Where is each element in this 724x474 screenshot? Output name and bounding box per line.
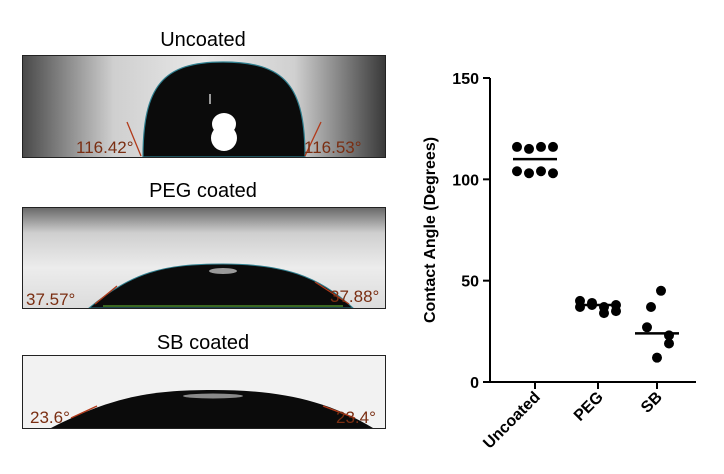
point-peg-6 [587,297,597,308]
point-uncoated-4 [548,141,558,152]
y-tick-label-150: 150 [452,71,479,88]
y-tick-label-50: 50 [461,274,479,291]
point-uncoated-3 [536,141,546,152]
panel-title-sb-coated: SB coated [156,332,250,354]
point-uncoated-6 [524,168,534,179]
point-sb-6 [652,352,662,363]
uncoated-left-angle: 116.42° [76,138,134,157]
point-uncoated-8 [548,168,558,179]
point-peg-7 [599,308,609,319]
panel-title-uncoated: Uncoated [160,29,246,51]
peg-left-angle: 37.57° [26,290,76,309]
uncoated-droplet-image [22,55,386,158]
peg-droplet-image [22,207,386,309]
point-uncoated-5 [512,166,522,177]
uncoated-right-angle: 116.53° [304,138,362,157]
y-tick-label-0: 0 [470,375,479,392]
sb-droplet-image [22,355,386,429]
panel-title-peg-coated: PEG coated [149,180,257,202]
point-uncoated-7 [536,166,546,177]
peg-right-angle: 37.88° [330,287,380,306]
contact-angle-chart: 0 50 100 150 Contact Angle (Degrees) Uncoated… [422,71,696,453]
sb-right-angle: 23.4° [336,408,376,427]
y-tick-label-100: 100 [452,172,479,189]
x-tick-label-peg: PEG [571,389,607,425]
x-tick-label-uncoated: Uncoated [480,389,544,453]
point-sb-2 [646,302,656,313]
point-sb-1 [656,285,666,296]
point-sb-5 [664,338,674,349]
point-uncoated-2 [524,143,534,154]
x-tick-label-sb: SB [638,389,666,417]
point-sb-4 [642,322,652,333]
y-axis-label: Contact Angle (Degrees) [422,137,439,323]
point-peg-5 [575,302,585,313]
point-peg-8 [611,306,621,317]
sb-left-angle: 23.6° [30,408,70,427]
point-uncoated-1 [512,141,522,152]
